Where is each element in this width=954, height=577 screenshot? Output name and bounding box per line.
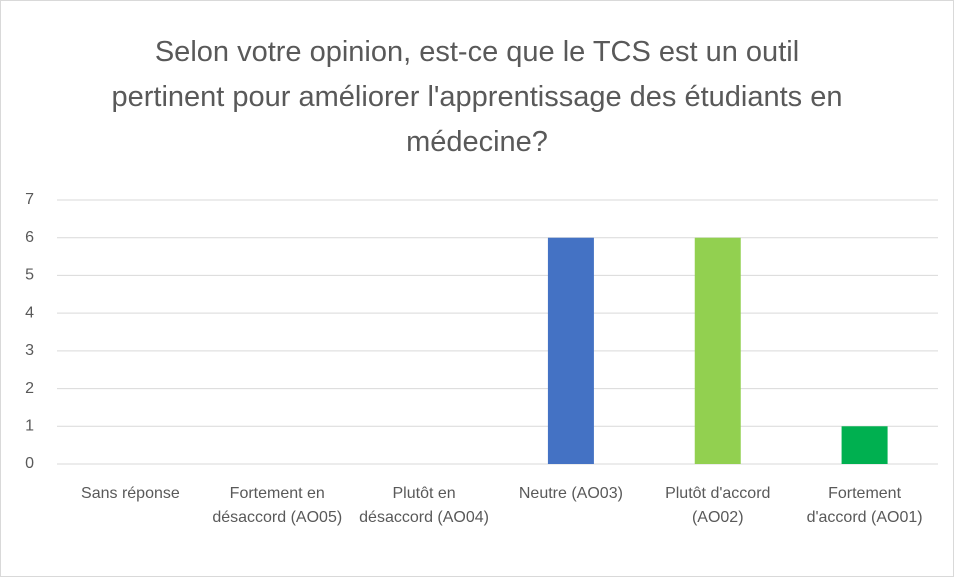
- x-tick-label: Sans réponse: [81, 485, 180, 502]
- bar: [694, 237, 741, 464]
- x-tick-label: Neutre (AO03): [518, 485, 623, 502]
- y-tick-label: 4: [25, 304, 34, 321]
- y-tick-label: 1: [25, 418, 34, 435]
- chart-title: Selon votre opinion, est-ce que le TCS e…: [111, 36, 843, 158]
- x-tick-label: Plutôt en désaccord (AO04): [359, 485, 489, 526]
- x-tick-label: Fortement en désaccord (AO05): [212, 485, 343, 526]
- y-tick-label: 2: [25, 380, 34, 397]
- x-tick-label: Plutôt d'accord (AO02): [665, 485, 771, 526]
- y-tick-label: 6: [25, 229, 34, 246]
- y-tick-label: 3: [25, 342, 34, 359]
- bar: [547, 237, 594, 464]
- y-tick-label: 7: [25, 191, 34, 208]
- y-tick-label: 0: [25, 455, 34, 472]
- bar: [841, 426, 888, 464]
- y-tick-label: 5: [25, 267, 34, 284]
- x-tick-label: Fortement d'accord (AO01): [806, 485, 923, 526]
